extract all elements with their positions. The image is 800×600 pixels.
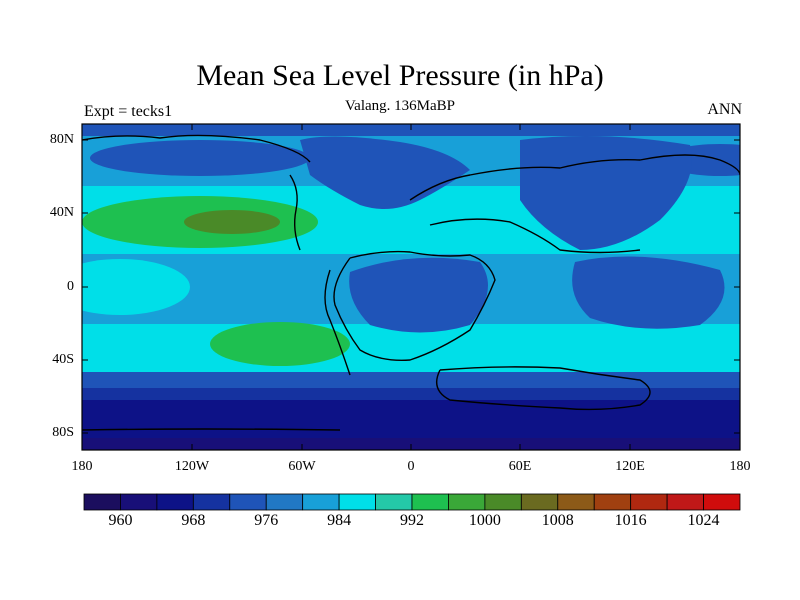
colorbar-swatch bbox=[83, 493, 121, 511]
equatorial-high-west bbox=[82, 259, 190, 315]
colorbar-label: 976 bbox=[254, 512, 279, 529]
colorbar-swatch bbox=[484, 493, 522, 511]
colorbar-swatch bbox=[630, 493, 668, 511]
low-north-atlantic bbox=[300, 136, 470, 209]
colorbar-swatch bbox=[520, 493, 559, 511]
colorbar-swatch bbox=[229, 493, 267, 511]
high-north-pacific-core bbox=[184, 210, 280, 234]
band-subpolar-south bbox=[82, 372, 740, 392]
coast-tethys bbox=[429, 218, 641, 254]
colorbar-label: 1008 bbox=[541, 512, 574, 529]
lon-tick-120w: 120W bbox=[174, 459, 210, 474]
coast-antarctica-australia bbox=[436, 366, 651, 411]
season-label: ANN bbox=[707, 101, 742, 118]
coastlines bbox=[82, 134, 740, 431]
colorbar-label: 960 bbox=[108, 512, 133, 529]
colorbar-label: 984 bbox=[327, 512, 352, 529]
colorbar-swatch bbox=[156, 493, 194, 511]
plot-title: Mean Sea Level Pressure (in hPa) bbox=[196, 59, 604, 92]
colorbar-swatch bbox=[557, 493, 595, 511]
low-north-pacific bbox=[90, 140, 310, 176]
colorbar-swatch bbox=[411, 493, 449, 511]
lat-tick-80s: 80S bbox=[52, 425, 74, 440]
colorbar-label: 1024 bbox=[687, 512, 720, 529]
colorbar-label: 968 bbox=[181, 512, 206, 529]
colorbar-swatch bbox=[703, 493, 741, 511]
pressure-field bbox=[82, 124, 740, 450]
lat-tick-0: 0 bbox=[67, 279, 74, 294]
colorbar-swatch bbox=[302, 493, 340, 511]
colorbar-swatch bbox=[192, 493, 231, 511]
lon-tick-180e: 180 bbox=[729, 459, 751, 474]
colorbar-swatch bbox=[120, 493, 158, 511]
coast-north-america-east bbox=[289, 174, 301, 251]
band-southern-ocean-1 bbox=[82, 388, 740, 402]
coast-north-arctic bbox=[82, 134, 311, 163]
lat-tick-80n: 80N bbox=[49, 132, 74, 147]
colorbar-label: 1016 bbox=[614, 512, 647, 529]
lon-tick-60e: 60E bbox=[508, 459, 532, 474]
colorbar-swatch bbox=[265, 493, 304, 511]
low-asia-pacific bbox=[572, 256, 725, 329]
colorbar-swatch bbox=[593, 493, 632, 511]
axis-ticks bbox=[82, 124, 740, 450]
colorbar bbox=[83, 493, 741, 511]
lat-tick-40s: 40S bbox=[52, 352, 74, 367]
experiment-label: Expt = tecks1 bbox=[84, 103, 173, 120]
lon-tick-60w: 60W bbox=[288, 459, 316, 474]
lon-tick-0: 0 bbox=[407, 459, 415, 474]
colorbar-swatch bbox=[448, 493, 486, 511]
lon-tick-120e: 120E bbox=[615, 459, 645, 474]
plot-subtitle: Valang. 136MaBP bbox=[345, 98, 455, 114]
low-asia bbox=[520, 136, 692, 250]
high-south-pacific bbox=[210, 322, 350, 366]
coast-antarctica-west bbox=[82, 428, 341, 431]
coast-south-america-west bbox=[324, 269, 351, 376]
lon-tick-180w: 180 bbox=[71, 459, 93, 474]
lat-tick-40n: 40N bbox=[49, 205, 74, 220]
low-africa bbox=[349, 257, 488, 333]
colorbar-swatch bbox=[666, 493, 704, 511]
colorbar-swatch bbox=[338, 493, 376, 511]
coast-africa-sa bbox=[333, 250, 496, 361]
colorbar-swatch bbox=[375, 493, 413, 511]
colorbar-label: 992 bbox=[400, 512, 424, 529]
colorbar-label: 1000 bbox=[468, 512, 501, 529]
coast-eurasia-north bbox=[409, 154, 740, 201]
